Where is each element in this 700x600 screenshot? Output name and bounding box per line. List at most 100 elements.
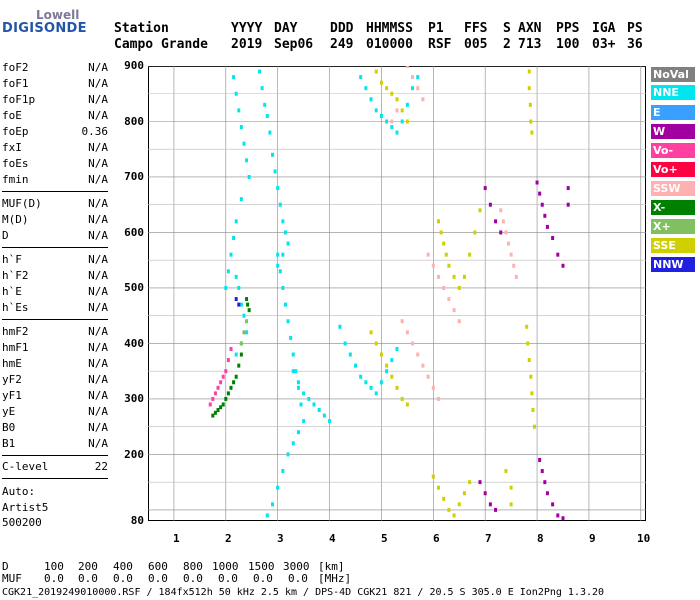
param-label: B0 [2, 421, 16, 434]
param-row-foes: foEs N/A [2, 157, 108, 173]
echo-point [405, 119, 409, 124]
echo-point [457, 319, 461, 324]
muf-value: 0.0 [288, 572, 308, 585]
y-tick-label: 200 [124, 448, 144, 461]
echo-point [437, 274, 440, 279]
echo-point [437, 485, 440, 490]
echo-point [400, 319, 404, 324]
echo-point [234, 374, 238, 379]
echo-point [532, 424, 536, 429]
param-label: h`E [2, 285, 22, 298]
header-value-ddd: 249 [330, 37, 354, 52]
echo-point [395, 346, 399, 351]
header-label-ffs: FFS [464, 21, 488, 36]
echo-point [296, 385, 300, 390]
echo-point [237, 108, 241, 113]
echo-point [374, 108, 378, 113]
muf-value: 0.0 [148, 572, 168, 585]
param-row-he: h`E N/A [2, 285, 108, 301]
param-row-yf1: yF1 N/A [2, 389, 108, 405]
echo-point [512, 263, 516, 268]
echo-point [426, 374, 430, 379]
echo-point [504, 469, 508, 474]
auto-label: Auto: [2, 485, 36, 498]
echo-point [561, 516, 565, 521]
param-value: N/A [88, 253, 108, 266]
d-value: 1000 [212, 560, 239, 573]
param-divider [2, 247, 108, 248]
muf-value: 0.0 [78, 572, 98, 585]
param-value: N/A [88, 269, 108, 282]
echo-point [395, 385, 399, 390]
echo-point [395, 130, 399, 135]
header-value-day: Sep06 [274, 37, 314, 52]
param-label: B1 [2, 437, 16, 450]
header-label-axn: AXN [518, 21, 542, 36]
param-label: C-level [2, 460, 49, 473]
echo-point [447, 507, 451, 512]
echo-point [488, 202, 492, 207]
param-value: N/A [88, 301, 108, 314]
y-tick-label: 800 [124, 115, 144, 128]
echo-point [302, 419, 306, 424]
echo-point [216, 385, 220, 390]
echo-point [473, 230, 477, 235]
echo-point [229, 385, 233, 390]
param-row-fmin: fmin N/A [2, 173, 108, 189]
echo-point [390, 119, 394, 124]
echo-point [390, 358, 394, 363]
echo-point [405, 66, 409, 68]
d-value: 200 [78, 560, 98, 573]
header-value-iga: 03+ [592, 37, 616, 52]
param-row-hes: h`Es N/A [2, 301, 108, 317]
echo-point [551, 502, 555, 507]
echo-point [242, 141, 246, 146]
echo-point [395, 97, 399, 102]
echo-point [271, 152, 274, 157]
echo-point [232, 75, 236, 80]
param-label: fxI [2, 141, 22, 154]
echo-point [281, 219, 285, 224]
logo-lowell-text: Lowell [36, 8, 80, 22]
echo-point [390, 91, 394, 96]
param-row-fxi: fxI N/A [2, 141, 108, 157]
param-value: N/A [88, 93, 108, 106]
param-row-hmf2: hmF2 N/A [2, 325, 108, 341]
header-label-p1: P1 [428, 21, 444, 36]
param-label: foEs [2, 157, 29, 170]
echo-point [234, 297, 238, 302]
param-divider [2, 455, 108, 456]
echo-point [291, 369, 295, 374]
echo-point [296, 430, 300, 435]
echo-point [431, 474, 435, 479]
echo-point [525, 324, 529, 329]
plot-grid [148, 66, 646, 521]
echo-point [281, 285, 285, 290]
muf-value: 0.0 [253, 572, 273, 585]
echo-point [538, 191, 542, 196]
echo-point [426, 252, 430, 257]
echo-point [545, 491, 549, 496]
echo-point [527, 69, 531, 74]
param-label: foE [2, 109, 22, 122]
ionogram-plot [148, 66, 646, 521]
echo-point [211, 396, 215, 401]
echo-point [527, 86, 531, 91]
echo-point [483, 186, 487, 191]
echo-point [499, 230, 503, 235]
echo-point [369, 385, 373, 390]
param-row-foep: foEp 0.36 [2, 125, 108, 141]
echo-point [234, 91, 238, 96]
header-label-day: DAY [274, 21, 298, 36]
echo-point [245, 319, 249, 324]
echo-point [278, 202, 282, 207]
echo-point [509, 502, 513, 507]
param-label: foF1p [2, 93, 36, 106]
param-label: D [2, 229, 9, 242]
echo-point [411, 341, 415, 346]
x-tick-label: 2 [225, 532, 232, 545]
echo-point [239, 125, 243, 130]
echo-point [531, 408, 535, 413]
x-tick-label: 4 [329, 532, 336, 545]
param-row-d: D N/A [2, 229, 108, 245]
